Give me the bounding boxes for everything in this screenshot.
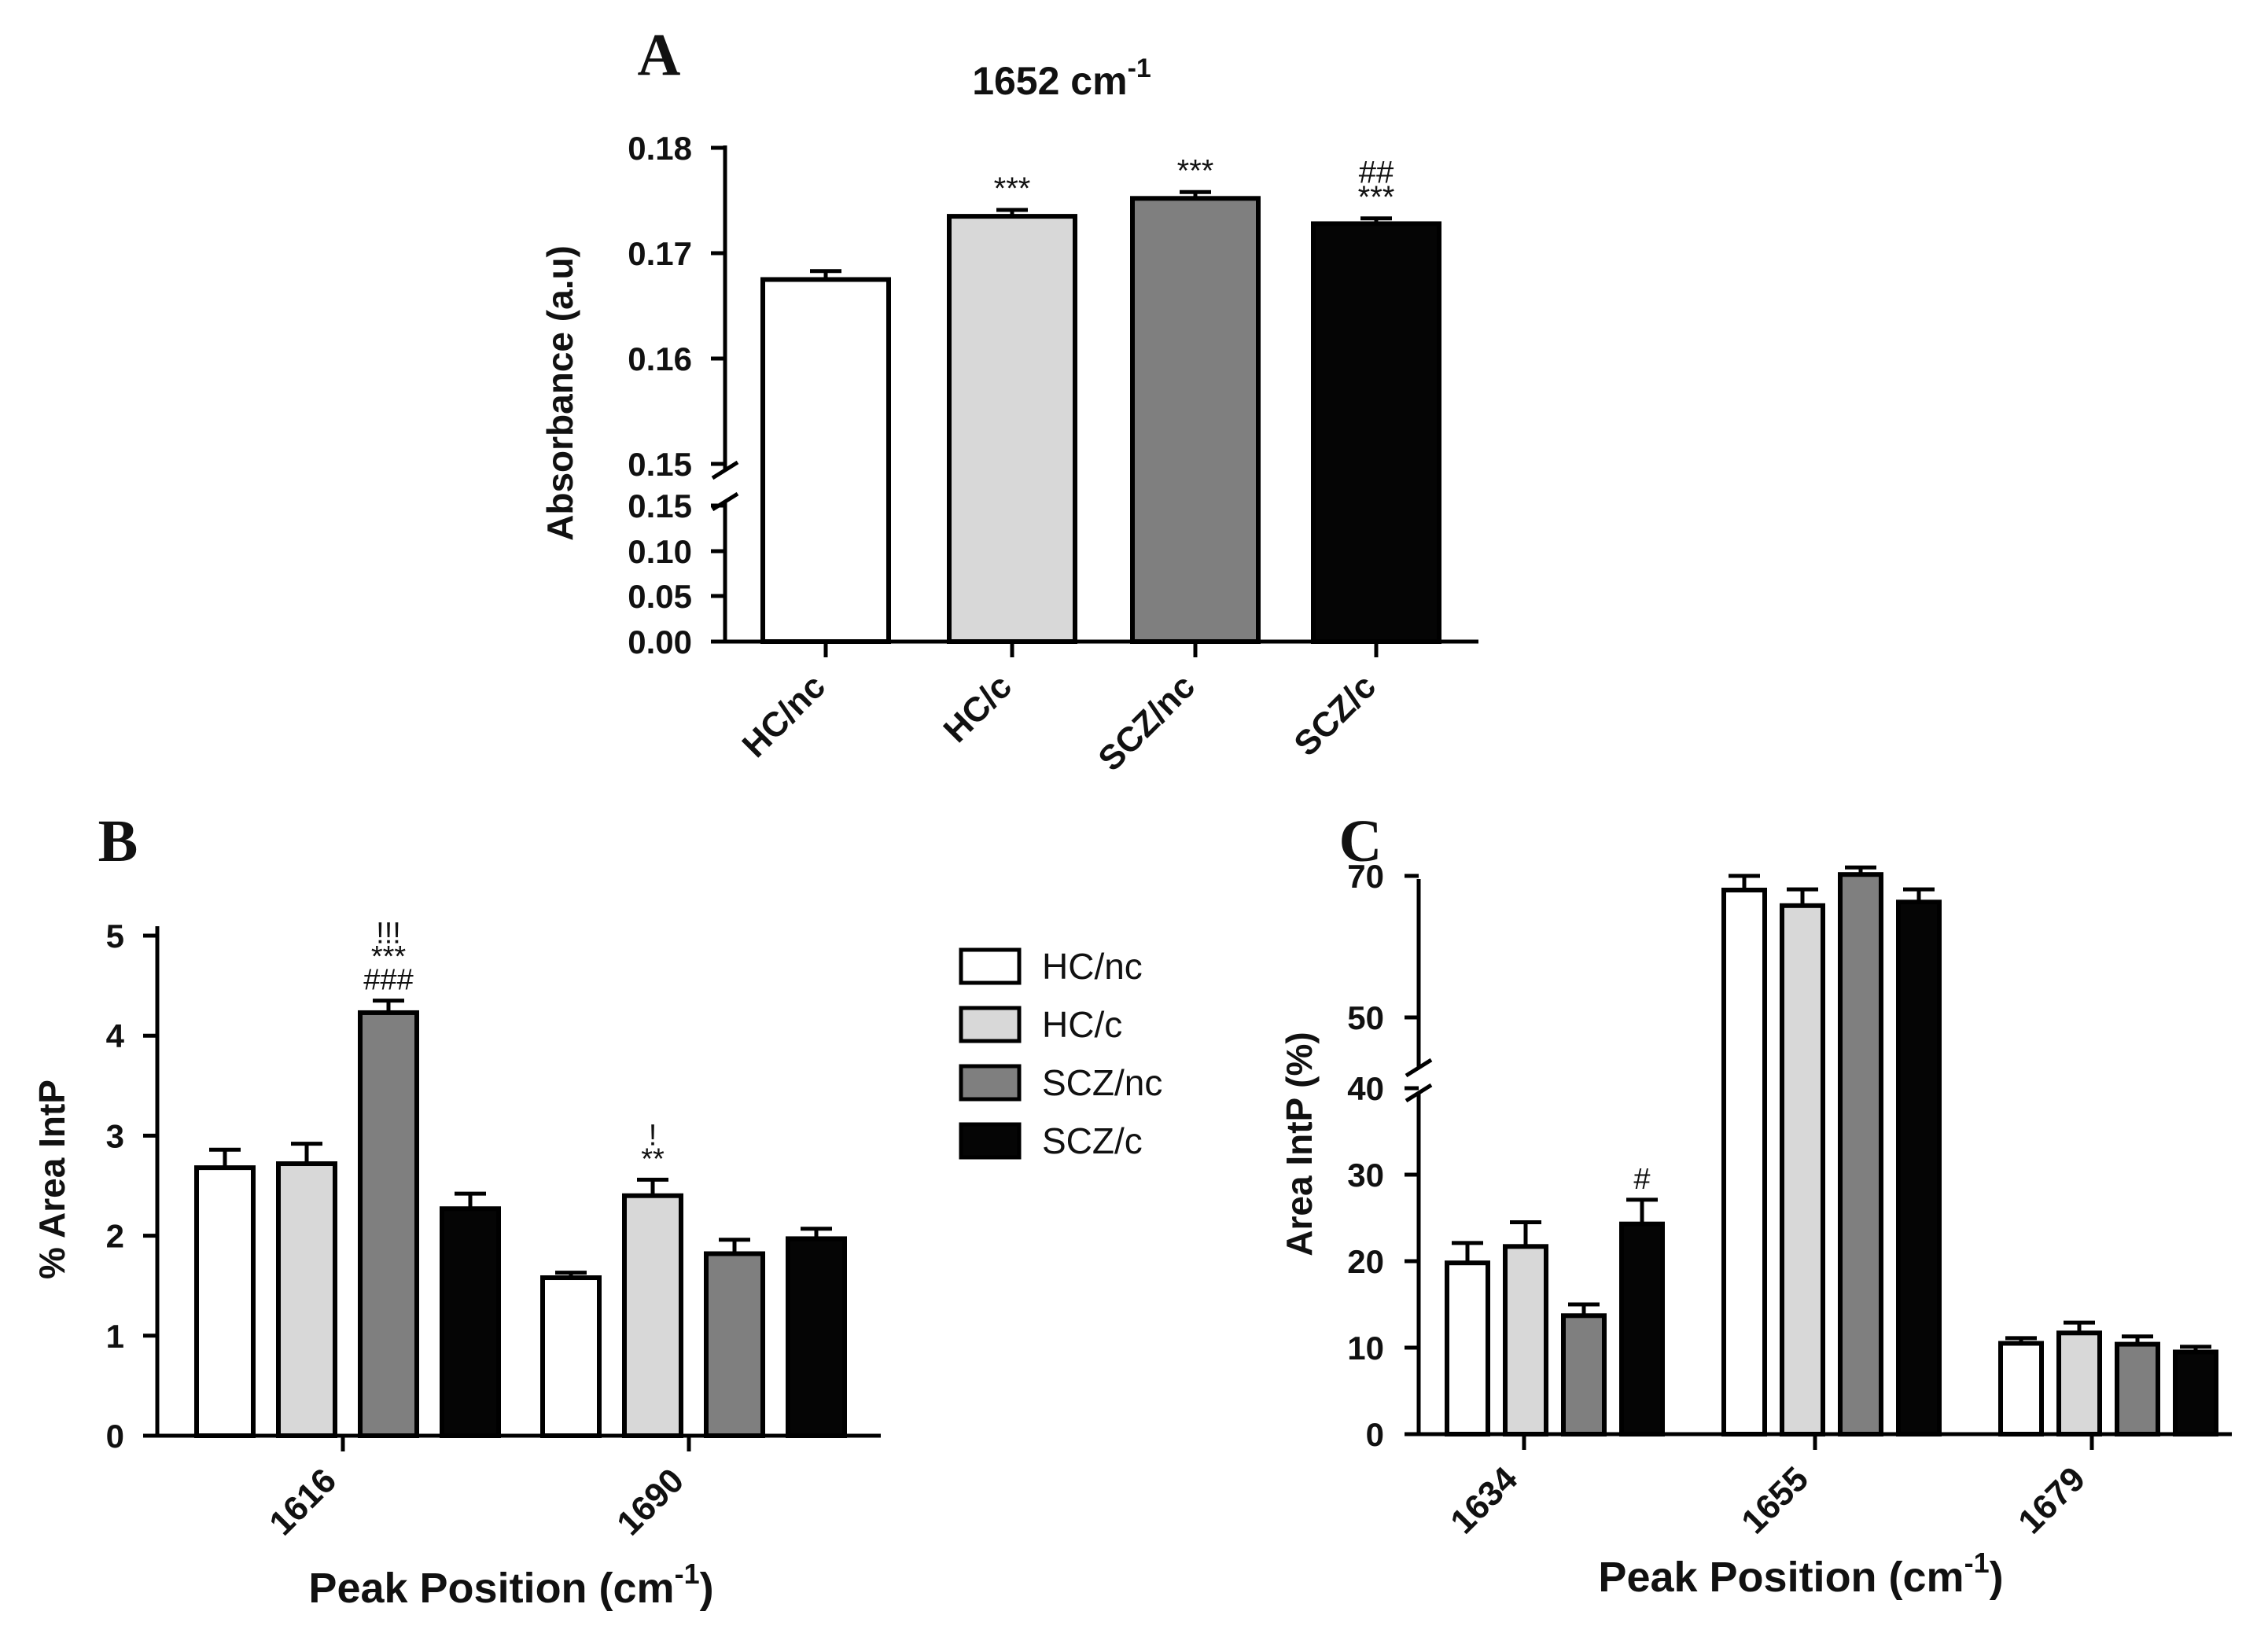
panel-a-y-tick-label: 0.10 [628, 533, 692, 570]
significance-b-1616-scz-nc: *** [371, 940, 407, 973]
panel-c-y-tick-label: 20 [1347, 1243, 1384, 1280]
bar-c-1655-hc-c [1780, 903, 1825, 1437]
legend-swatch-scz-c [959, 1122, 1022, 1160]
significance-c-1634-scz-c: # [1633, 1163, 1650, 1196]
significance-b-1690-hc-c: ! [649, 1120, 657, 1153]
panel-b-x-axis-title-end: ) [700, 1565, 714, 1612]
panel-a-y-axis-title: Absorbance (a.u) [539, 245, 580, 541]
panel-a-title: 1652 cm-1 [972, 53, 1151, 103]
panel-c-label: C [1339, 808, 1383, 874]
panel-b-y-tick-label: 5 [106, 918, 124, 955]
legend-label: SCZ/c [1042, 1120, 1143, 1161]
legend-label: HC/nc [1042, 946, 1143, 987]
panel-b-y-tick-label: 1 [106, 1318, 124, 1355]
panel-b-y-tick-label: 4 [106, 1017, 125, 1054]
panel-a-title-superscript: -1 [1128, 53, 1151, 83]
panel-b-y-tick-label: 2 [106, 1218, 124, 1255]
legend-swatch-hc-nc [959, 947, 1022, 985]
panel-a-label: A [638, 22, 681, 88]
bar-c-1679-hc-c [2056, 1330, 2102, 1437]
significance-a-scz-c: *** [1358, 180, 1395, 215]
bar-c-1634-hc-c [1503, 1244, 1548, 1437]
panel-c-y-tick-label: 50 [1347, 999, 1384, 1036]
significance-b-1616-scz-nc: !!! [376, 917, 401, 950]
panel-c-y-axis-title: Area IntP (%) [1279, 1032, 1320, 1256]
panel-b-y-tick-label: 0 [106, 1418, 124, 1455]
bar-c-1679-hc-nc [1998, 1341, 2044, 1437]
panel-c-x-axis-title-end: ) [1990, 1554, 2004, 1601]
bar-c-1655-scz-c [1896, 899, 1942, 1437]
panel-b-y-tick-label: 3 [106, 1117, 124, 1154]
bar-c-1634-scz-c [1619, 1221, 1665, 1437]
bar-c-1655-hc-nc [1721, 888, 1767, 1437]
panel-c-y-ticks: 0 10 20 30 40 50 70 [1347, 858, 1419, 1453]
panel-a-y-tick-label: 0.15 [628, 446, 692, 483]
panel-c-x-axis-title-superscript: -1 [1964, 1547, 1990, 1579]
panel-c-y-tick-label: 40 [1347, 1070, 1384, 1107]
significance-a-scz-c: ## [1359, 156, 1394, 190]
bar-a-hc-nc [760, 277, 891, 644]
bar-a-scz-c [1311, 221, 1441, 645]
panel-c-y-tick-label: 30 [1347, 1157, 1384, 1194]
legend-swatch-scz-nc [959, 1064, 1022, 1102]
panel-c-axis-break-bottom [1405, 1083, 1433, 1103]
significance-b-1616-scz-nc: ### [363, 964, 413, 997]
bar-b-1690-hc-nc [540, 1275, 602, 1439]
bar-b-1690-scz-nc [704, 1251, 765, 1438]
panel-c-y-tick-label: 10 [1347, 1330, 1384, 1367]
legend: HC/nc HC/c SCZ/nc SCZ/c [959, 946, 1162, 1161]
bar-a-scz-nc [1130, 196, 1261, 644]
significance-a-scz-nc: *** [1177, 153, 1214, 188]
panel-c-axis-break-top [1405, 1058, 1433, 1078]
panel-b-y-axis-title: % Area IntP [31, 1080, 72, 1279]
panel-a-bars: *********## [760, 153, 1441, 645]
panel-b-label: B [98, 808, 138, 874]
legend-label: SCZ/nc [1042, 1062, 1162, 1103]
panel-a-y-tick-label: 0.18 [628, 130, 692, 167]
panel-a: A 1652 cm-1 Absorbance (a.u) 0.18 0.17 0… [539, 22, 1478, 778]
bar-b-1690-scz-c [786, 1236, 847, 1439]
significance-a-hc-c: *** [994, 171, 1031, 206]
bar-c-1679-scz-c [2173, 1349, 2218, 1437]
panel-a-axis-break-top [711, 460, 739, 480]
panel-a-y-tick-label: 0.00 [628, 624, 692, 660]
bar-c-1655-scz-nc [1838, 872, 1883, 1437]
panel-c-x-axis-title: Peak Position (cm-1) [1598, 1547, 2003, 1601]
bar-b-1616-hc-nc [194, 1165, 256, 1438]
significance-b-1690-hc-c: ** [641, 1142, 665, 1175]
panel-a-title-main: 1652 cm [972, 59, 1127, 103]
legend-swatch-hc-c [959, 1006, 1022, 1043]
bar-c-1634-hc-nc [1445, 1260, 1490, 1437]
panel-c-bars: # [1445, 865, 2218, 1437]
bar-b-1616-scz-nc [358, 1010, 419, 1438]
bar-b-1616-scz-c [440, 1206, 501, 1438]
panel-b-x-axis-title-superscript: -1 [675, 1558, 700, 1590]
panel-c-y-tick-label: 70 [1347, 858, 1384, 895]
bar-c-1679-scz-nc [2115, 1341, 2160, 1437]
panel-a-y-tick-label: 0.05 [628, 578, 692, 615]
panel-a-y-tick-label: 0.15 [628, 487, 692, 524]
bar-b-1616-hc-c [276, 1161, 337, 1438]
panel-a-y-tick-label: 0.16 [628, 340, 692, 377]
panel-b-bars: ###***!!! **! [194, 917, 847, 1439]
bar-a-hc-c [947, 214, 1077, 645]
panel-b-x-axis-title-main: Peak Position (cm [308, 1565, 674, 1612]
bar-c-1634-scz-nc [1561, 1313, 1607, 1437]
panel-b-y-ticks: 0 1 2 3 4 5 [106, 918, 157, 1455]
panel-c-y-tick-label: 0 [1366, 1416, 1384, 1453]
panel-c-x-axis-title-main: Peak Position (cm [1598, 1554, 1964, 1601]
panel-b-x-axis-title: Peak Position (cm-1) [308, 1558, 713, 1612]
panel-a-y-tick-label: 0.17 [628, 235, 692, 272]
legend-label: HC/c [1042, 1004, 1122, 1045]
bar-b-1690-hc-c [622, 1193, 683, 1438]
